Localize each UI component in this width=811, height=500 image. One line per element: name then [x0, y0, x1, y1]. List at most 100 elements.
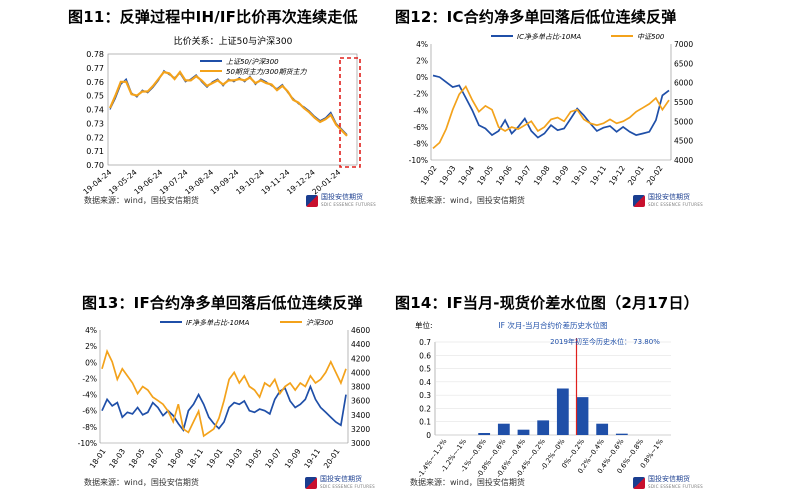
data-source: 数据来源：wind，国投安信期货 — [84, 478, 199, 487]
x-tick-label: 19-03 — [224, 447, 244, 470]
y-right-tick-label: 3000 — [351, 439, 370, 448]
company-logo: 国投安信期货 SDIC ESSENCE FUTURES — [306, 193, 376, 209]
y-right-tick-label: 3600 — [351, 397, 370, 406]
y-tick-label: 0.6 — [419, 351, 431, 360]
histogram-bar — [556, 388, 569, 435]
y-right-tick-label: 4200 — [351, 354, 370, 363]
logo-name: 国投安信期货 — [648, 193, 690, 201]
logo-en: SDIC ESSENCE FUTURES — [648, 484, 704, 489]
plot-frame — [107, 53, 358, 166]
y-tick-label: 0.78 — [86, 50, 104, 59]
panel-title: 图13：IF合约净多单回落后低位连续反弹 — [82, 294, 363, 312]
company-logo: 国投安信期货 SDIC ESSENCE FUTURES — [633, 193, 703, 209]
y-tick-label: 0.1 — [419, 418, 431, 427]
y-left-tick-label: -6% — [413, 123, 428, 132]
legend-label: 50期货主力/300期货主力 — [226, 68, 308, 76]
y-left-tick-label: -4% — [82, 391, 97, 400]
y-tick-label: 0.71 — [86, 147, 104, 156]
x-tick-label: 19-04 — [456, 164, 476, 187]
y-tick-label: 0.3 — [419, 391, 431, 400]
panel-ic-net-long: 图12：IC合约净多单回落后低位连续反弹 -10% -8% -6% -4% -2% 0% 2… — [395, 0, 811, 250]
y-right-tick-label: 3200 — [351, 425, 370, 434]
x-tick-label: 20-01 — [322, 447, 342, 470]
y-left-tick-label: -4% — [413, 106, 428, 115]
logo-en: SDIC ESSENCE FUTURES — [648, 202, 704, 207]
panel-title: 图14：IF当月-现货价差水位图（2月17日） — [395, 294, 699, 312]
company-logo: 国投安信期货 SDIC ESSENCE FUTURES — [633, 475, 703, 491]
histogram-bar — [596, 423, 609, 435]
y-right-tick-label: 5500 — [674, 98, 693, 107]
y-tick-label: 0.70 — [86, 161, 104, 170]
y-right-tick-label: 3400 — [351, 411, 370, 420]
panel-title: 图11：反弹过程中IH/IF比价再次连续走低 — [68, 8, 358, 26]
y-left-tick-label: 4% — [416, 40, 428, 49]
series-line — [432, 84, 670, 150]
legend-label: IC净多单占比-10MA — [517, 33, 581, 41]
logo-icon — [306, 195, 318, 207]
x-tick-label: 19-03 — [438, 164, 458, 187]
y-tick-label: 0.7 — [419, 338, 431, 347]
panel-if-basis-histogram: 图14：IF当月-现货价差水位图（2月17日） 单位: IF 次月-当月合约价差历… — [395, 250, 811, 500]
x-tick-label: 19-07 — [263, 447, 283, 470]
histogram-bar — [497, 423, 510, 435]
x-tick-label: 19-05 — [475, 164, 495, 187]
company-logo: 国投安信期货 SDIC ESSENCE FUTURES — [305, 475, 375, 491]
y-right-tick-label: 4500 — [674, 137, 693, 146]
y-left-tick-label: -2% — [82, 374, 97, 383]
logo-name: 国投安信期货 — [320, 475, 362, 483]
y-right-tick-label: 7000 — [674, 40, 693, 49]
logo-icon — [633, 477, 645, 489]
y-left-tick-label: 4% — [85, 326, 97, 335]
chart-title: IF 次月-当月合约价差历史水位图 — [498, 320, 607, 330]
y-right-tick-label: 3800 — [351, 383, 370, 392]
y-left-tick-label: -6% — [82, 407, 97, 416]
x-tick-label: 18-01 — [88, 447, 108, 470]
x-tick-label: 19-07 — [513, 164, 533, 187]
histogram-bar — [537, 420, 550, 435]
level-annotation: 2019年初至今历史水位： 73.80% — [550, 337, 660, 346]
legend-label: IF净多单占比-10MA — [186, 319, 250, 327]
y-tick-label: 0.74 — [86, 106, 104, 115]
histogram-bar — [615, 433, 628, 435]
chart-ic-net-long: -10% -8% -6% -4% -2% 0% 2% 4% 4000 4500 5000 5500 60… — [409, 33, 694, 187]
unit-label: 单位: — [415, 320, 433, 330]
x-tick-label: 19-12 — [607, 164, 627, 187]
y-left-tick-label: 0% — [85, 358, 97, 367]
y-right-tick-label: 4000 — [351, 368, 370, 377]
series-line — [101, 384, 347, 432]
x-tick-label: 19-05 — [244, 447, 264, 470]
y-tick-label: 0.4 — [419, 378, 431, 387]
y-left-tick-label: -8% — [413, 139, 428, 148]
x-tick-label: 20-01 — [626, 164, 646, 187]
y-left-tick-label: 2% — [416, 57, 428, 66]
chart-ih-if-ratio: 比价关系：上证50与沪深300 0.70 0.71 0.72 0.73 0.74 0.75 0… — [81, 35, 361, 196]
y-right-tick-label: 5000 — [674, 117, 693, 126]
x-tick-label: 20-02 — [645, 164, 665, 187]
x-tick-label: 18-07 — [146, 447, 166, 470]
logo-name: 国投安信期货 — [321, 193, 363, 201]
x-tick-label: 19-11 — [302, 447, 322, 470]
x-tick-label: 18-11 — [185, 447, 205, 470]
histogram-bar — [478, 433, 491, 435]
panel-title: 图12：IC合约净多单回落后低位连续反弹 — [395, 8, 677, 26]
y-tick-label: 0.76 — [86, 78, 104, 87]
histogram-bar — [517, 429, 530, 435]
x-tick-label: 19-11 — [588, 164, 608, 187]
chart-if-net-long: -10% -8% -6% -4% -2% 0% 2% 4% 3000 3200 3400 3600 38… — [78, 319, 371, 470]
y-right-tick-label: 4000 — [674, 156, 693, 165]
data-source: 数据来源：wind，国投安信期货 — [410, 478, 525, 487]
legend-label: 中证500 — [637, 33, 665, 41]
x-tick-label: 19-02 — [419, 164, 439, 187]
data-source: 数据来源：wind，国投安信期货 — [84, 196, 199, 205]
series-line — [108, 70, 348, 137]
y-tick-label: 0 — [426, 431, 431, 440]
y-left-tick-label: 2% — [85, 342, 97, 351]
x-tick-label: 19-06 — [494, 164, 514, 187]
x-tick-label: 18-09 — [166, 447, 186, 470]
data-source: 数据来源：wind，国投安信期货 — [410, 196, 525, 205]
legend-label: 沪深300 — [306, 319, 334, 327]
y-left-tick-label: -10% — [78, 439, 97, 448]
x-tick-label: 18-03 — [107, 447, 127, 470]
y-tick-label: 0.75 — [86, 92, 104, 101]
logo-en: SDIC ESSENCE FUTURES — [321, 202, 377, 207]
